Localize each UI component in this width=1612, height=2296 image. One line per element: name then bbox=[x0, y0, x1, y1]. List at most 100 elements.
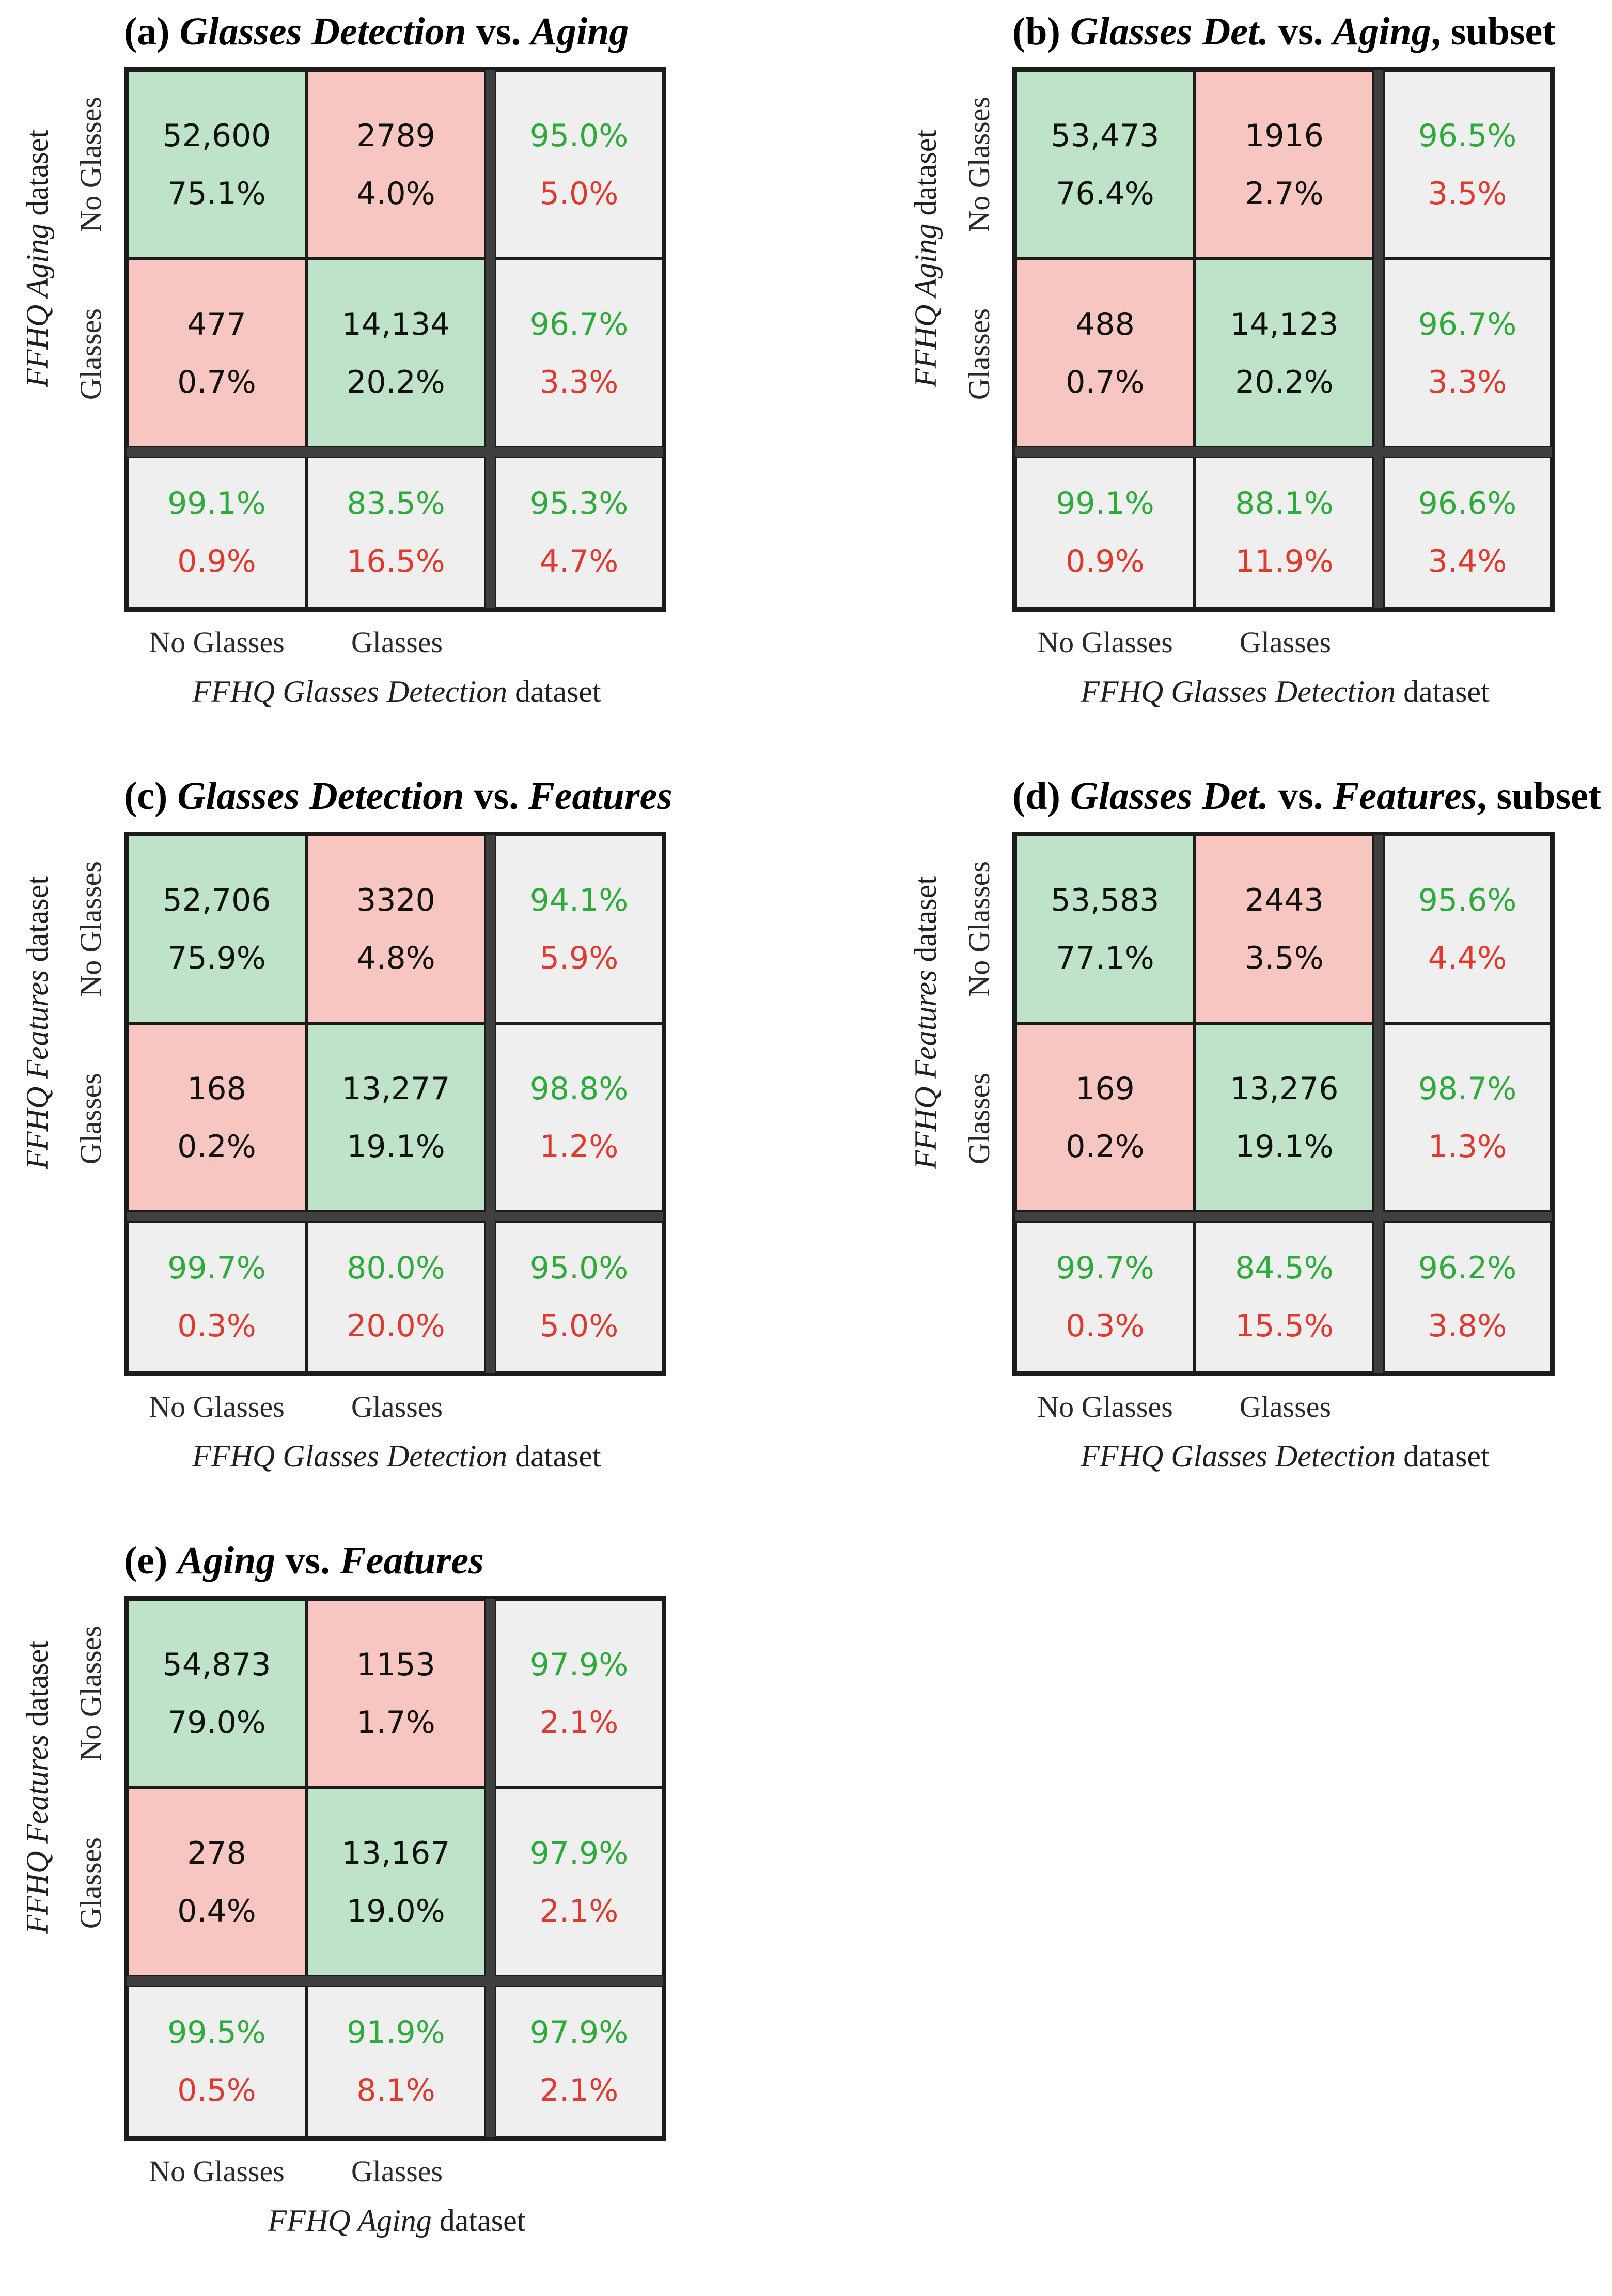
row-agree-percent: 97.9% bbox=[529, 1835, 629, 1871]
x-axis-dataset-name: FFHQ Glasses Detection bbox=[1081, 1439, 1396, 1473]
overall-agree-percent: 95.3% bbox=[529, 486, 629, 522]
row-disagree-percent: 5.9% bbox=[539, 940, 619, 976]
y-axis-dataset-name: FFHQ Features bbox=[20, 970, 54, 1169]
cell-count: 2789 bbox=[356, 117, 435, 154]
col-disagree-percent: 0.9% bbox=[1066, 543, 1145, 580]
confusion-matrix: 52,600 75.1% 2789 4.0% 95.0% 5.0% 477 0.7% 1… bbox=[124, 67, 666, 612]
overall-disagree-percent: 5.0% bbox=[539, 1308, 619, 1344]
row-summary-glasses: 96.7% 3.3% bbox=[495, 259, 663, 447]
cell-count: 2443 bbox=[1245, 882, 1324, 918]
title-dataset-1: Glasses Detection bbox=[177, 774, 464, 818]
x-axis-dataset-word: dataset bbox=[1396, 1439, 1490, 1473]
y-axis-dataset-word: dataset bbox=[20, 129, 54, 224]
panel-letter: (c) bbox=[124, 774, 178, 818]
cell-count: 278 bbox=[187, 1835, 246, 1871]
cell-percent: 19.1% bbox=[347, 1128, 445, 1165]
col-disagree-percent: 0.9% bbox=[177, 543, 256, 580]
cell-glasses-noglasses: 169 0.2% bbox=[1015, 1023, 1195, 1212]
cell-noglasses-glasses: 1153 1.7% bbox=[306, 1599, 486, 1788]
col-summary-no-glasses: 99.5% 0.5% bbox=[127, 1986, 306, 2137]
cell-percent: 4.8% bbox=[356, 940, 435, 976]
y-axis-dataset-word: dataset bbox=[909, 129, 943, 224]
y-tick-no-glasses: No Glasses bbox=[962, 97, 996, 232]
y-tick-glasses: Glasses bbox=[962, 308, 996, 400]
cell-count: 477 bbox=[187, 306, 246, 342]
cell-percent: 4.0% bbox=[356, 175, 435, 212]
cell-percent: 75.9% bbox=[167, 940, 266, 976]
row-summary-no-glasses: 94.1% 5.9% bbox=[495, 835, 663, 1023]
row-agree-percent: 94.1% bbox=[529, 882, 629, 918]
cell-count: 13,167 bbox=[341, 1835, 450, 1871]
overall-summary: 97.9% 2.1% bbox=[495, 1986, 663, 2137]
cell-percent: 0.4% bbox=[177, 1893, 256, 1929]
col-summary-glasses: 83.5% 16.5% bbox=[306, 457, 486, 608]
row-disagree-percent: 1.2% bbox=[539, 1128, 619, 1165]
x-axis-title: FFHQ Glasses Detection dataset bbox=[1012, 1439, 1558, 1474]
overall-agree-percent: 97.9% bbox=[529, 2014, 629, 2051]
cell-percent: 0.7% bbox=[1066, 364, 1145, 400]
row-summary-no-glasses: 97.9% 2.1% bbox=[495, 1599, 663, 1788]
x-axis-dataset-name: FFHQ Glasses Detection bbox=[1081, 675, 1396, 709]
x-tick-glasses: Glasses bbox=[1239, 1390, 1332, 1424]
col-disagree-percent: 20.0% bbox=[347, 1308, 445, 1344]
row-disagree-percent: 2.1% bbox=[539, 1893, 619, 1929]
cell-noglasses-noglasses: 53,473 76.4% bbox=[1015, 70, 1195, 259]
x-tick-no-glasses: No Glasses bbox=[149, 1390, 285, 1424]
col-summary-no-glasses: 99.1% 0.9% bbox=[1015, 457, 1195, 608]
title-vs: vs. bbox=[1269, 10, 1333, 53]
x-tick-glasses: Glasses bbox=[351, 626, 443, 659]
confusion-matrix: 54,873 79.0% 1153 1.7% 97.9% 2.1% 278 0.4% 1… bbox=[124, 1596, 666, 2141]
cell-count: 53,583 bbox=[1051, 882, 1160, 918]
col-summary-no-glasses: 99.1% 0.9% bbox=[127, 457, 306, 608]
y-axis-dataset-word: dataset bbox=[20, 876, 54, 970]
cell-glasses-noglasses: 278 0.4% bbox=[127, 1788, 306, 1976]
y-axis-dataset-word: dataset bbox=[20, 1641, 54, 1735]
x-axis-dataset-name: FFHQ Aging bbox=[268, 2204, 432, 2238]
cell-count: 169 bbox=[1075, 1070, 1135, 1107]
y-axis-title: FFHQ Aging dataset bbox=[15, 67, 59, 449]
cell-noglasses-noglasses: 53,583 77.1% bbox=[1015, 835, 1195, 1023]
x-tick-no-glasses: No Glasses bbox=[149, 626, 285, 659]
cell-noglasses-glasses: 3320 4.8% bbox=[306, 835, 486, 1023]
title-suffix: , subset bbox=[1477, 774, 1602, 818]
row-summary-no-glasses: 95.0% 5.0% bbox=[495, 70, 663, 259]
col-agree-percent: 99.7% bbox=[1056, 1250, 1154, 1286]
cell-percent: 75.1% bbox=[167, 175, 266, 212]
row-agree-percent: 98.8% bbox=[529, 1070, 629, 1107]
title-vs: vs. bbox=[275, 1539, 340, 1582]
y-axis-title: FFHQ Aging dataset bbox=[904, 67, 948, 449]
col-summary-glasses: 80.0% 20.0% bbox=[306, 1221, 486, 1373]
cell-percent: 77.1% bbox=[1056, 940, 1154, 976]
col-disagree-percent: 0.3% bbox=[1066, 1308, 1145, 1344]
panel-letter: (e) bbox=[124, 1539, 178, 1582]
y-tick-no-glasses: No Glasses bbox=[73, 1626, 107, 1761]
title-dataset-1: Glasses Det. bbox=[1070, 774, 1269, 818]
cell-count: 13,277 bbox=[341, 1070, 450, 1107]
col-agree-percent: 99.1% bbox=[1056, 486, 1154, 522]
cell-percent: 2.7% bbox=[1245, 175, 1324, 212]
col-agree-percent: 99.5% bbox=[167, 2014, 266, 2051]
title-dataset-2: Aging bbox=[530, 10, 629, 53]
x-axis-dataset-word: dataset bbox=[1396, 675, 1490, 709]
overall-disagree-percent: 2.1% bbox=[539, 2072, 619, 2108]
x-tick-glasses: Glasses bbox=[351, 2154, 443, 2188]
x-axis-dataset-word: dataset bbox=[507, 1439, 601, 1473]
row-summary-glasses: 97.9% 2.1% bbox=[495, 1788, 663, 1976]
y-tick-glasses: Glasses bbox=[73, 308, 107, 400]
cell-glasses-noglasses: 488 0.7% bbox=[1015, 259, 1195, 447]
panel-letter: (d) bbox=[1012, 774, 1070, 818]
title-dataset-2: Features bbox=[340, 1539, 484, 1582]
x-axis-title: FFHQ Glasses Detection dataset bbox=[124, 1439, 669, 1474]
cell-count: 168 bbox=[187, 1070, 246, 1107]
cell-count: 13,276 bbox=[1230, 1070, 1339, 1107]
row-agree-percent: 97.9% bbox=[529, 1646, 629, 1683]
row-disagree-percent: 2.1% bbox=[539, 1704, 619, 1741]
x-axis-title: FFHQ Glasses Detection dataset bbox=[1012, 674, 1558, 710]
panel-title: (c) Glasses Detection vs. Features bbox=[124, 774, 672, 818]
x-axis-title: FFHQ Aging dataset bbox=[124, 2203, 669, 2239]
row-agree-percent: 96.7% bbox=[529, 306, 629, 342]
title-dataset-2: Features bbox=[1333, 774, 1477, 818]
cell-percent: 3.5% bbox=[1245, 940, 1324, 976]
title-dataset-1: Aging bbox=[177, 1539, 276, 1582]
title-dataset-1: Glasses Detection bbox=[179, 10, 466, 53]
